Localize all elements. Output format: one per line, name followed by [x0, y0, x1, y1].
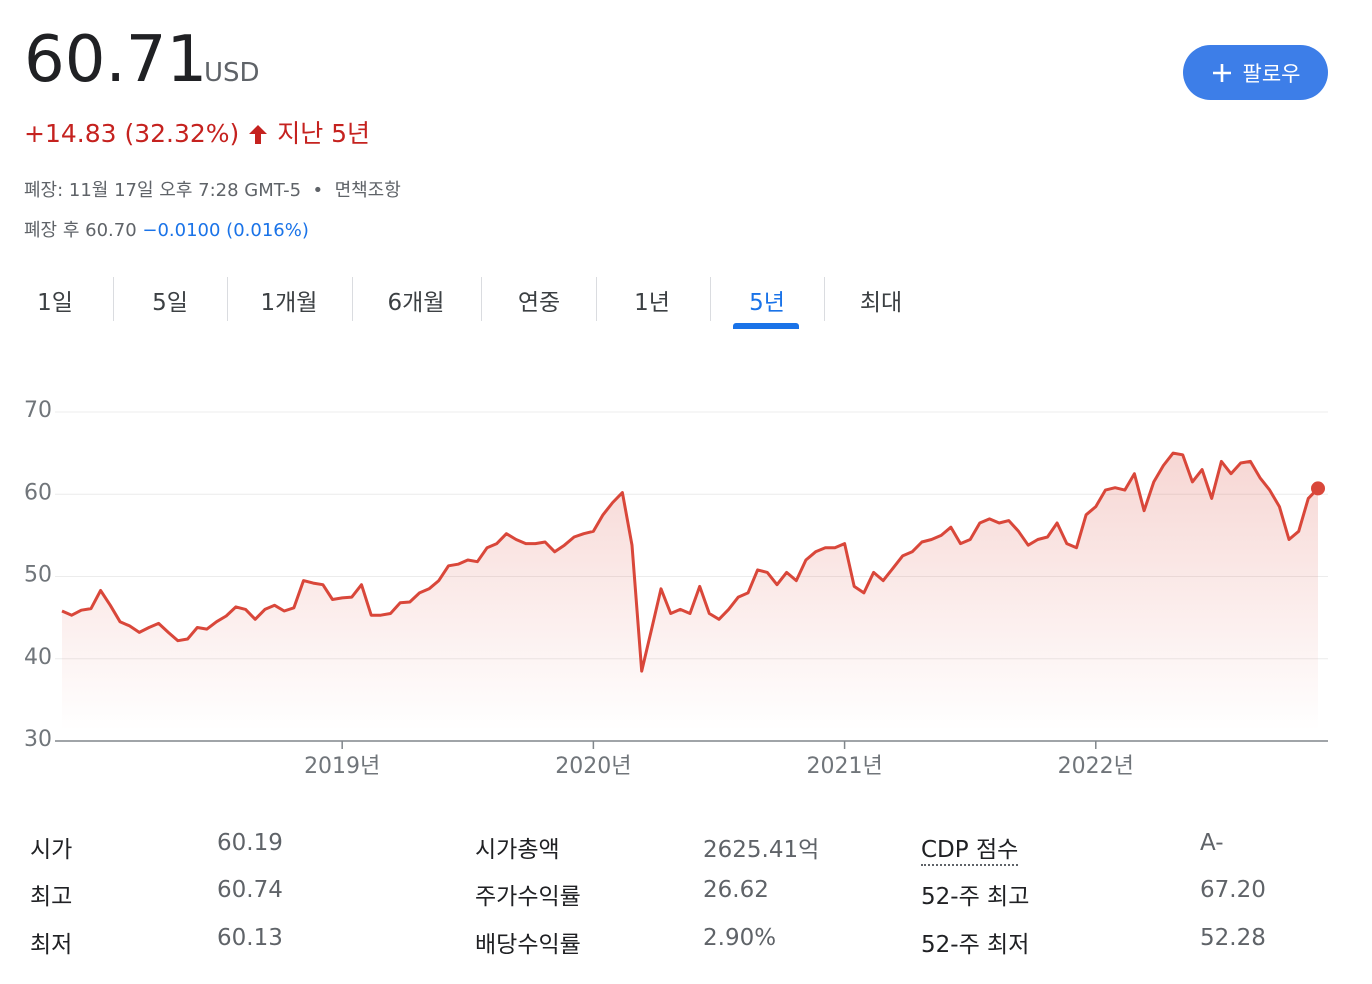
stat-label: 주가수익률 — [475, 884, 581, 910]
stat-value: 60.19 — [217, 830, 283, 856]
area-fill — [62, 453, 1318, 731]
y-tick-label: 60 — [24, 480, 52, 505]
stat-value: 2.90% — [703, 925, 777, 951]
stat-value: 26.62 — [703, 877, 769, 903]
y-tick-label: 40 — [24, 645, 52, 670]
x-tick-label: 2019년 — [304, 754, 380, 779]
stat-label: 최저 — [30, 932, 73, 958]
stat-value: A- — [1200, 830, 1224, 856]
tab[interactable]: 연중 — [517, 290, 561, 316]
stat-value: 52.28 — [1200, 925, 1266, 951]
disclaimer[interactable]: 면책조항 — [334, 180, 401, 201]
price: 60.71 — [24, 23, 208, 97]
change-value: +14.83 (32.32%) — [24, 119, 240, 148]
plus-icon — [1212, 63, 1231, 82]
tab-separator — [352, 277, 353, 321]
tab[interactable]: 5년 — [749, 290, 785, 316]
tab-separator — [596, 277, 597, 321]
y-tick-label: 70 — [24, 398, 52, 423]
after-hours-price: 폐장 후 60.70 — [24, 220, 137, 241]
stat-label: 시가 — [30, 837, 73, 863]
stat-value: 2625.41억 — [703, 837, 820, 863]
period: 지난 5년 — [277, 119, 371, 148]
change: +14.83 (32.32%) 지난 5년 — [24, 114, 370, 150]
follow-label: 팔로우 — [1242, 61, 1301, 86]
closed-time: 폐장: 11월 17일 오후 7:28 GMT-5 — [24, 180, 302, 201]
after-hours-change: −0.0100 (0.016%) — [142, 220, 309, 241]
tab[interactable]: 1개월 — [260, 290, 318, 316]
tab-separator — [481, 277, 482, 321]
stat-label: 52-주 최고 — [921, 884, 1030, 910]
chart: 30 40 50 60 70 2019년 2020년 2021년 2022년 — [24, 398, 1328, 779]
stat-label: 시가총액 — [475, 837, 560, 863]
tab[interactable]: 5일 — [152, 290, 188, 316]
stat-label: 배당수익률 — [475, 932, 581, 958]
stat-value: 60.13 — [217, 925, 283, 951]
tab-separator — [824, 277, 825, 321]
stat-label: 최고 — [30, 884, 73, 910]
closed-info: 폐장: 11월 17일 오후 7:28 GMT-5 • 면책조항 — [24, 176, 401, 202]
price-line — [61, 451, 1320, 673]
currency: USD — [204, 58, 260, 88]
tab[interactable]: 1년 — [634, 290, 670, 316]
x-tick-label: 2021년 — [806, 754, 882, 779]
separator: • — [312, 180, 324, 201]
tab-separator — [710, 277, 711, 321]
stat-value: 67.20 — [1200, 877, 1266, 903]
stat-value: 60.74 — [217, 877, 283, 903]
x-tick-label: 2020년 — [555, 754, 631, 779]
y-tick-label: 30 — [24, 727, 52, 752]
tab-separator — [113, 277, 114, 321]
y-tick-label: 50 — [24, 563, 52, 588]
up-arrow — [249, 125, 268, 144]
last-point — [1311, 481, 1325, 496]
tab-separator — [227, 277, 228, 321]
stat-label: CDP 점수 — [921, 830, 1019, 866]
x-tick-label: 2022년 — [1058, 754, 1134, 779]
stat-label: 52-주 최저 — [921, 932, 1030, 958]
tab[interactable]: 1일 — [37, 290, 73, 316]
follow-button[interactable]: 팔로우 — [1183, 45, 1328, 100]
tab-underline — [733, 323, 799, 329]
after-hours: 폐장 후 60.70 −0.0100 (0.016%) — [24, 216, 309, 242]
tab[interactable]: 최대 — [859, 290, 903, 316]
tab[interactable]: 6개월 — [387, 290, 445, 316]
